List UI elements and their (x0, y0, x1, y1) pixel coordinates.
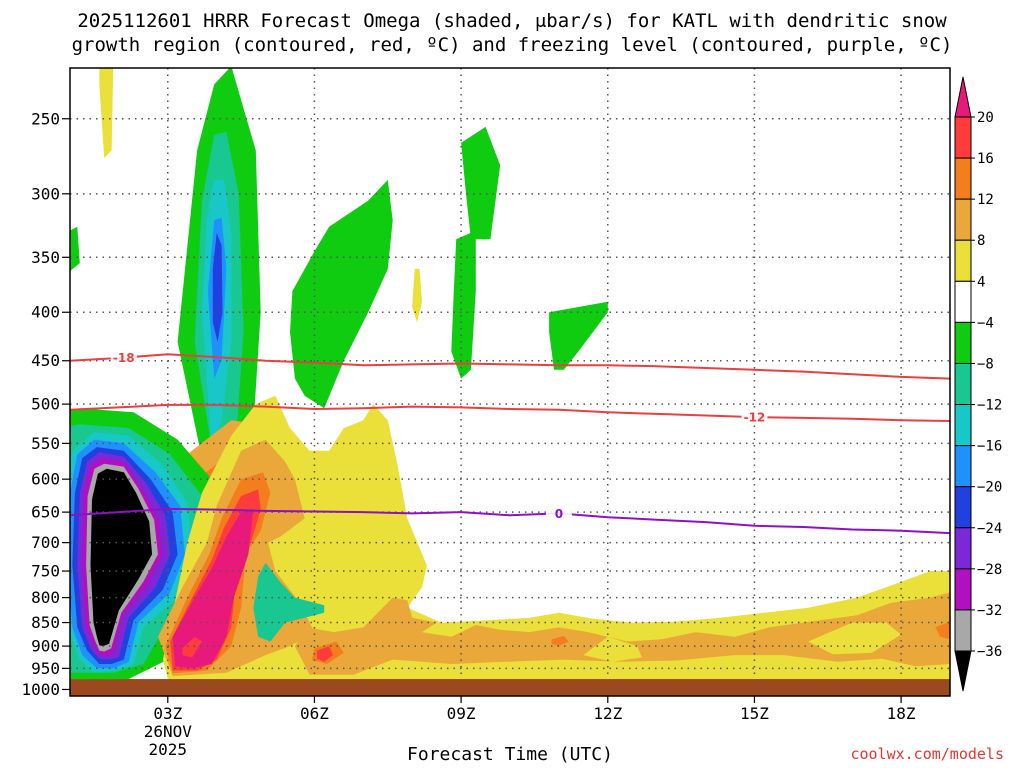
y-tick-label-500: 500 (31, 395, 60, 414)
colorbar-bin-9 (954, 486, 972, 529)
contour-label--12: -12 (744, 411, 766, 425)
colorbar: 20 16 12 8 4 −4 −8 −12 −16 −20 −24 −28 −32 −36 (954, 76, 1002, 692)
omega-region-28 (461, 126, 501, 240)
x-tick-label-03Z: 03Z (153, 704, 182, 723)
x-tick-label-06Z: 06Z (300, 704, 329, 723)
x-tick-label-12Z: 12Z (593, 704, 622, 723)
credit-link[interactable]: coolwx.com/models (850, 745, 1004, 763)
colorbar-bin-2 (954, 198, 972, 241)
omega-shading (60, 68, 950, 679)
contour-line--12 (70, 403, 950, 422)
colorbar-label-10: −24 (977, 521, 1002, 537)
colorbar-bin-4 (954, 280, 972, 323)
y-tick-label-1000: 1000 (21, 680, 60, 699)
omega-region-37 (316, 646, 333, 662)
x-axis-label: Forecast Time (UTC) (407, 744, 613, 765)
colorbar-label-1: 16 (977, 151, 994, 167)
colorbar-bottom-arrow (954, 650, 972, 692)
temperature-contours: -18 -12 0 (70, 350, 950, 535)
colorbar-bin-6 (954, 362, 972, 406)
y-tick-label-350: 350 (31, 248, 60, 267)
y-tick-label-700: 700 (31, 533, 60, 552)
omega-region-29 (451, 230, 476, 379)
omega-region-31 (253, 562, 325, 642)
y-tick-label-650: 650 (31, 503, 60, 522)
colorbar-bin-5 (954, 321, 972, 364)
y-tick-label-750: 750 (31, 562, 60, 581)
y-tick-label-900: 900 (31, 637, 60, 656)
chart-title-line-2: growth region (contoured, red, ºC) and f… (71, 34, 953, 56)
omega-region-0 (99, 68, 114, 158)
colorbar-label-11: −28 (977, 562, 1002, 578)
contour-line--18 (70, 353, 950, 380)
x-tick-label-15Z: 15Z (740, 704, 769, 723)
contour-label-bg--18 (110, 350, 137, 365)
colorbar-label-4: 4 (977, 274, 985, 290)
colorbar-label-8: −16 (977, 439, 1002, 455)
omega-region-2 (60, 337, 70, 377)
y-tick-label-250: 250 (31, 109, 60, 128)
colorbar-bin-1 (954, 157, 972, 200)
chart-title-line-1: 2025112601 HRRR Forecast Omega (shaded, … (77, 10, 947, 32)
omega-region-39 (935, 621, 950, 640)
colorbar-label-2: 12 (977, 192, 994, 208)
plot-frame (69, 67, 951, 697)
omega-region-27 (412, 268, 422, 323)
x-tick-label-18Z: 18Z (887, 704, 916, 723)
colorbar-label-6: −8 (977, 356, 994, 372)
y-tick-label-300: 300 (31, 184, 60, 203)
contour-line-0 (70, 507, 950, 535)
x-tick-sublabel-03Z-1: 2025 (149, 740, 188, 759)
omega-region-34 (583, 636, 642, 662)
colorbar-label-3: 8 (977, 233, 985, 249)
colorbar-label-13: −36 (977, 644, 1002, 660)
omega-region-7 (212, 233, 223, 342)
colorbar-label-7: −12 (977, 398, 1002, 414)
colorbar-bin-0 (954, 116, 972, 159)
omega-region-30 (549, 301, 608, 370)
omega-region-24 (172, 508, 254, 669)
y-tick-label-600: 600 (31, 470, 60, 489)
colorbar-bin-11 (954, 568, 972, 611)
contour-label--18: -18 (113, 351, 135, 365)
grid-lines (70, 68, 950, 680)
y-tick-label-550: 550 (31, 434, 60, 453)
colorbar-label-5: −4 (977, 315, 994, 331)
ground-layer (70, 679, 950, 696)
ground-fill (70, 679, 950, 696)
colorbar-label-9: −20 (977, 480, 1002, 496)
contour-label-bg--12 (741, 410, 768, 425)
x-tick-sublabel-03Z-0: 26NOV (144, 722, 193, 741)
colorbar-bin-8 (954, 445, 972, 488)
axes: 250 300 350 400 450 500 550 600 650 700 750 800 850 9… (21, 67, 951, 759)
colorbar-top-arrow (954, 76, 972, 118)
colorbar-bin-10 (954, 527, 972, 570)
omega-region-32 (353, 450, 369, 493)
colorbar-label-0: 20 (977, 110, 994, 126)
y-tick-label-850: 850 (31, 613, 60, 632)
contour-label-0: 0 (555, 507, 563, 521)
omega-region-33 (294, 592, 950, 675)
y-tick-label-450: 450 (31, 351, 60, 370)
omega-region-38 (551, 635, 569, 647)
x-tick-label-09Z: 09Z (447, 704, 476, 723)
colorbar-bin-12 (954, 609, 972, 652)
omega-region-1 (70, 226, 80, 272)
colorbar-label-12: −32 (977, 603, 1002, 619)
y-tick-label-800: 800 (31, 588, 60, 607)
omega-region-25 (182, 636, 202, 658)
y-tick-label-400: 400 (31, 303, 60, 322)
colorbar-bin-7 (954, 404, 972, 447)
y-tick-label-950: 950 (31, 659, 60, 678)
omega-region-26 (290, 179, 393, 409)
colorbar-bin-3 (954, 239, 972, 282)
contour-label-bg-0 (545, 506, 572, 521)
